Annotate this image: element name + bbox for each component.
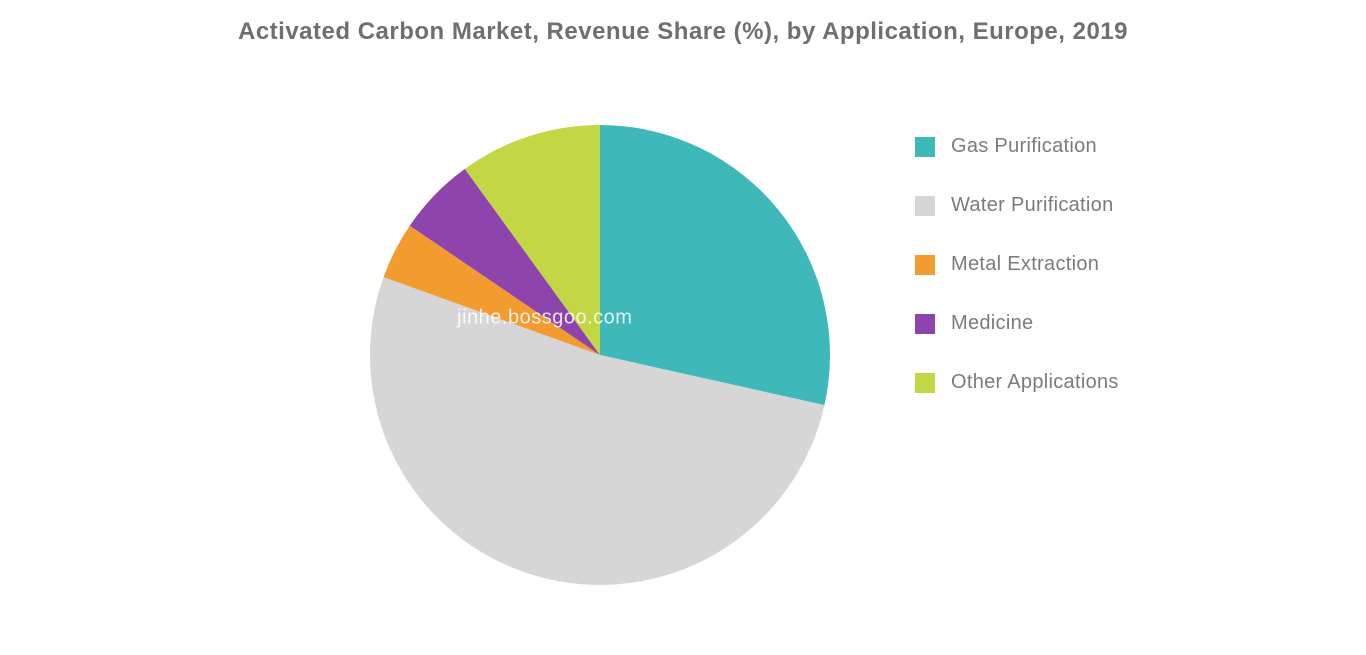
legend: Gas Purification Water Purification Meta… [915,135,1119,394]
legend-label: Metal Extraction [951,253,1099,276]
legend-label: Gas Purification [951,135,1097,158]
legend-swatch [915,137,935,157]
legend-item: Other Applications [915,371,1119,394]
legend-label: Other Applications [951,371,1119,394]
legend-swatch [915,196,935,216]
legend-item: Gas Purification [915,135,1119,158]
legend-item: Metal Extraction [915,253,1119,276]
legend-item: Medicine [915,312,1119,335]
legend-label: Water Purification [951,194,1114,217]
chart-container: Activated Carbon Market, Revenue Share (… [0,0,1366,655]
legend-swatch [915,373,935,393]
legend-label: Medicine [951,312,1033,335]
legend-swatch [915,314,935,334]
pie-svg [370,125,830,585]
pie-chart: jinhe.bossgoo.com [370,125,830,585]
legend-swatch [915,255,935,275]
chart-title: Activated Carbon Market, Revenue Share (… [0,18,1366,46]
chart-area: jinhe.bossgoo.com Gas Purification Water… [0,95,1366,635]
legend-item: Water Purification [915,194,1119,217]
